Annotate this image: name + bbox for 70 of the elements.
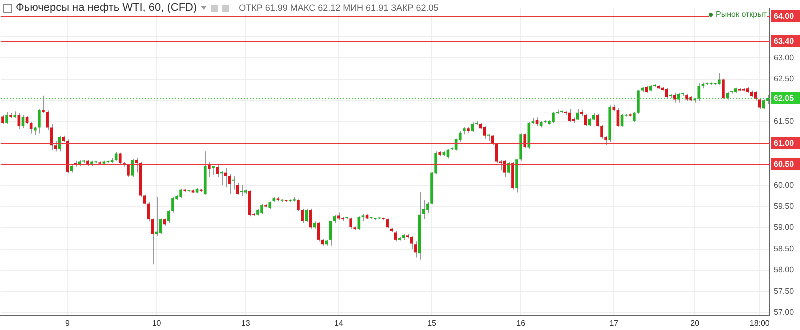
ref-line-label: 63.40 <box>774 37 795 46</box>
candlestick <box>350 217 352 230</box>
candlestick <box>329 220 332 246</box>
candlestick <box>673 92 676 104</box>
candlestick <box>232 176 236 190</box>
candlestick <box>508 162 510 174</box>
ref-line-label: 64.00 <box>774 12 795 22</box>
x-tick-label: 13 <box>241 319 251 328</box>
candlestick <box>22 114 25 129</box>
annotation: Рынок открыт <box>716 10 767 19</box>
candlestick <box>410 236 414 250</box>
candlestick <box>524 133 527 149</box>
candlestick <box>248 190 252 218</box>
candlestick <box>503 160 506 178</box>
y-tick-label: 61.50 <box>774 117 795 126</box>
candlestick <box>305 208 308 223</box>
ref-line-label: 61.00 <box>774 139 795 148</box>
candlestick <box>394 230 398 242</box>
x-tick-label: 17 <box>610 319 620 328</box>
y-tick-label: 59.00 <box>774 223 795 232</box>
candlestick <box>6 112 8 125</box>
candlestick <box>678 92 680 104</box>
candlestick <box>38 108 41 134</box>
candlestick <box>131 158 134 178</box>
y-tick-label: 58.50 <box>774 244 795 254</box>
candlestick <box>584 114 588 127</box>
y-tick-label: 59.50 <box>774 202 795 212</box>
y-tick-label: 62.50 <box>774 74 795 84</box>
candlestick <box>471 122 474 133</box>
x-tick-label: 15 <box>428 319 438 328</box>
candlestick <box>722 78 725 100</box>
x-tick-label: 16 <box>516 319 526 328</box>
ref-line-label: 62.05 <box>774 94 795 104</box>
candlestick <box>309 208 312 230</box>
candlestick <box>58 135 62 152</box>
annotation: ОТКР 61.99 МАКС 62.12 МИН 61.91 ЗАКР 62.05 <box>239 3 439 13</box>
y-tick-label: 63.00 <box>774 53 795 62</box>
candlestick <box>762 99 766 110</box>
x-tick-label: 9 <box>66 319 71 328</box>
candlestick <box>568 108 572 124</box>
candlestick <box>297 199 300 212</box>
y-tick-label: 57.00 <box>774 308 795 318</box>
y-tick-label: 57.50 <box>774 286 795 296</box>
y-tick-label: 58.00 <box>774 266 795 275</box>
chart-title: Фьючерсы на нефть WTI, 60, (CFD) <box>16 2 198 14</box>
x-tick-label: 14 <box>334 319 344 328</box>
candlestick <box>118 152 122 165</box>
candlestick <box>301 208 304 224</box>
candlestick <box>499 160 502 172</box>
candlestick <box>216 164 219 178</box>
ref-line-label: 60.50 <box>774 160 795 170</box>
candlestick <box>240 185 244 197</box>
candlestick <box>386 218 389 229</box>
candlestick <box>2 114 4 125</box>
candlestick <box>637 89 640 115</box>
x-tick-label: 20 <box>690 319 700 328</box>
candlestick <box>552 112 555 124</box>
candlestick <box>208 162 211 178</box>
y-tick-label: 60.00 <box>774 180 795 190</box>
candlestick <box>180 188 183 199</box>
candlestick <box>30 121 33 134</box>
candlestick <box>632 112 636 123</box>
candlestick <box>224 168 228 188</box>
candlestick <box>483 126 486 140</box>
candlestick <box>127 164 130 178</box>
x-tick-label: 10 <box>152 319 162 328</box>
candlestick <box>260 204 264 215</box>
x-tick-label: 18:00 <box>750 319 770 328</box>
candlestick <box>42 95 45 114</box>
candlestick <box>718 72 721 86</box>
